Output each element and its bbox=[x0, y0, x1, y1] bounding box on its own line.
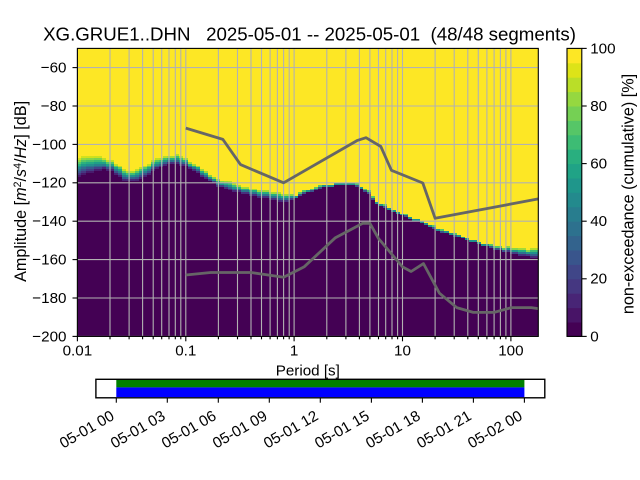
svg-text:−80: −80 bbox=[41, 98, 67, 115]
svg-text:non-exceedance (cumulative) [%: non-exceedance (cumulative) [%] bbox=[620, 74, 638, 314]
svg-text:1: 1 bbox=[290, 342, 298, 359]
svg-text:−60: −60 bbox=[41, 60, 67, 77]
svg-text:−100: −100 bbox=[32, 136, 66, 153]
svg-text:80: 80 bbox=[590, 98, 607, 115]
svg-text:10: 10 bbox=[394, 342, 411, 359]
svg-text:−180: −180 bbox=[32, 290, 66, 307]
svg-text:Amplitude [m2/s4/Hz] [dB]: Amplitude [m2/s4/Hz] [dB] bbox=[12, 101, 30, 282]
svg-text:100: 100 bbox=[498, 342, 523, 359]
svg-text:−140: −140 bbox=[32, 213, 66, 230]
svg-text:20: 20 bbox=[590, 271, 607, 288]
svg-text:0.01: 0.01 bbox=[63, 342, 93, 359]
svg-text:40: 40 bbox=[590, 213, 607, 230]
svg-text:0: 0 bbox=[590, 328, 598, 345]
svg-text:XG.GRUE1..DHN 2025-05-01 --: XG.GRUE1..DHN 2025-05-01 -- 2025-05-01 (… bbox=[43, 24, 576, 45]
svg-text:−160: −160 bbox=[32, 252, 66, 269]
svg-text:0.1: 0.1 bbox=[175, 342, 196, 359]
svg-text:−120: −120 bbox=[32, 175, 66, 192]
svg-text:60: 60 bbox=[590, 156, 607, 173]
svg-text:100: 100 bbox=[590, 40, 615, 57]
svg-text:−200: −200 bbox=[32, 328, 66, 345]
svg-text:Period [s]: Period [s] bbox=[276, 362, 340, 379]
